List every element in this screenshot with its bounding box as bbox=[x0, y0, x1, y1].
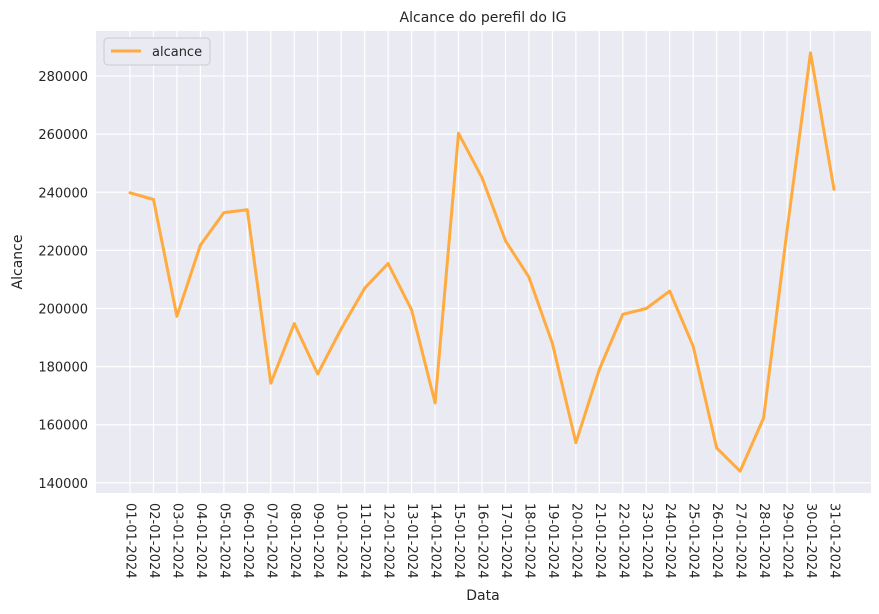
x-tick-label: 14-01-2024 bbox=[428, 503, 443, 579]
y-tick-label: 280000 bbox=[38, 70, 88, 85]
x-tick-label: 28-01-2024 bbox=[756, 503, 771, 579]
grid-lines bbox=[96, 31, 871, 493]
x-tick-label: 06-01-2024 bbox=[240, 503, 255, 579]
x-tick-label: 09-01-2024 bbox=[310, 503, 325, 579]
plot-background bbox=[96, 31, 871, 493]
x-tick-label: 23-01-2024 bbox=[639, 503, 654, 579]
x-tick-label: 02-01-2024 bbox=[146, 503, 161, 579]
x-tick-label: 10-01-2024 bbox=[334, 503, 349, 579]
y-tick-label: 140000 bbox=[38, 477, 88, 492]
y-tick-label: 180000 bbox=[38, 361, 88, 376]
x-tick-label: 12-01-2024 bbox=[381, 503, 396, 579]
x-tick-label: 08-01-2024 bbox=[287, 503, 302, 579]
y-axis-label: Alcance bbox=[10, 235, 26, 290]
legend-label-alcance: alcance bbox=[152, 45, 202, 60]
x-tick-label: 29-01-2024 bbox=[780, 503, 795, 579]
x-tick-label: 16-01-2024 bbox=[475, 503, 490, 579]
x-tick-label: 26-01-2024 bbox=[709, 503, 724, 579]
x-tick-label: 19-01-2024 bbox=[545, 503, 560, 579]
x-tick-label: 25-01-2024 bbox=[686, 503, 701, 579]
y-tick-label: 200000 bbox=[38, 302, 88, 317]
x-tick-label: 05-01-2024 bbox=[216, 503, 231, 579]
x-tick-label: 30-01-2024 bbox=[803, 503, 818, 579]
x-tick-label: 21-01-2024 bbox=[592, 503, 607, 579]
x-tick-label: 01-01-2024 bbox=[123, 503, 138, 579]
y-tick-label: 220000 bbox=[38, 244, 88, 259]
y-tick-label: 160000 bbox=[38, 419, 88, 434]
x-tick-label: 22-01-2024 bbox=[615, 503, 630, 579]
legend-box bbox=[103, 37, 211, 66]
legend: alcance bbox=[103, 37, 211, 66]
x-tick-label: 18-01-2024 bbox=[521, 503, 536, 579]
series-line-alcance bbox=[128, 51, 836, 473]
x-tick-label: 11-01-2024 bbox=[357, 503, 372, 579]
x-tick-labels: 01-01-2024 02-01-2024 03-01-2024 04-01-2024… bbox=[123, 503, 842, 579]
x-tick-label: 17-01-2024 bbox=[498, 503, 513, 579]
y-tick-label: 240000 bbox=[38, 186, 88, 201]
x-tick-label: 24-01-2024 bbox=[662, 503, 677, 579]
y-tick-labels: 140000 160000 180000 200000 220000 240000 2600… bbox=[38, 70, 88, 492]
x-tick-label: 03-01-2024 bbox=[169, 503, 184, 579]
x-tick-label: 04-01-2024 bbox=[193, 503, 208, 579]
x-axis-label: Data bbox=[466, 588, 499, 604]
x-tick-label: 20-01-2024 bbox=[568, 503, 583, 579]
x-tick-label: 15-01-2024 bbox=[451, 503, 466, 579]
x-tick-label: 31-01-2024 bbox=[827, 503, 842, 579]
x-tick-label: 13-01-2024 bbox=[404, 503, 419, 579]
chart-title: Alcance do perefil do IG bbox=[400, 10, 567, 26]
x-tick-label: 07-01-2024 bbox=[263, 503, 278, 579]
x-tick-label: 27-01-2024 bbox=[733, 503, 748, 579]
y-tick-label: 260000 bbox=[38, 128, 88, 143]
